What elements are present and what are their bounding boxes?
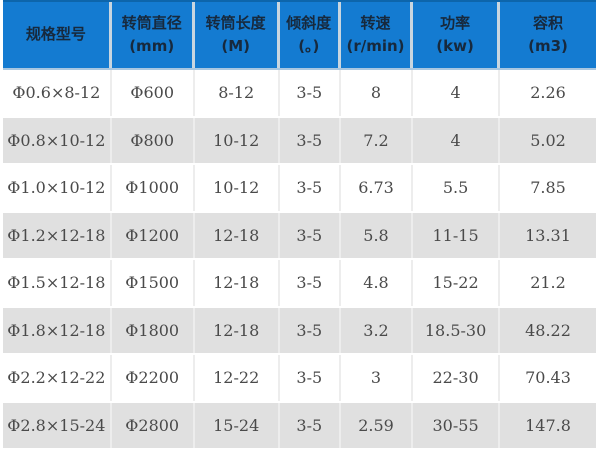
column-header-label: 倾斜度: [286, 13, 332, 32]
table-cell: 7.2: [340, 117, 414, 163]
column-header-label: 功率: [440, 13, 471, 32]
table-cell: 18.5-30: [413, 307, 501, 353]
column-header: 容积 (m3): [500, 2, 596, 68]
table-cell: 5.02: [500, 117, 596, 163]
column-header-unit: (kw): [436, 37, 474, 55]
table-cell: 147.8: [500, 402, 596, 448]
table-cell: Φ0.8×10-12: [3, 117, 112, 163]
table-cell: 30-55: [413, 402, 501, 448]
table-cell: 13.31: [500, 212, 596, 258]
table-cell: 22-30: [413, 355, 501, 401]
table-cell: Φ800: [111, 117, 195, 163]
table-cell: 5.5: [413, 165, 501, 211]
column-header-unit: (M): [221, 37, 250, 55]
table-cell: 3-5: [279, 212, 341, 258]
table-cell: Φ1800: [111, 307, 195, 353]
table-cell: 15-22: [413, 260, 501, 306]
column-header-unit: (m3): [528, 37, 568, 55]
table-row: Φ1.0×10-12 Φ1000 10-12 3-5 6.73 5.5 7.85: [3, 165, 596, 213]
table-cell: 5.8: [340, 212, 414, 258]
table-row: Φ2.2×12-22 Φ2200 12-22 3-5 3 22-30 70.43: [3, 355, 596, 403]
table-cell: Φ600: [111, 70, 195, 116]
table-cell: 12-22: [194, 355, 280, 401]
column-header: 转速 (r/min): [340, 2, 414, 68]
table-cell: 3: [340, 355, 414, 401]
table-cell: 8-12: [194, 70, 280, 116]
column-header-unit: (mm): [129, 37, 175, 55]
table-cell: Φ1500: [111, 260, 195, 306]
table-row: Φ2.8×15-24 Φ2800 15-24 3-5 2.59 30-55 147.8: [3, 402, 596, 450]
table-cell: 12-18: [194, 212, 280, 258]
table-row: Φ1.2×12-18 Φ1200 12-18 3-5 5.8 11-15 13.31: [3, 212, 596, 260]
column-header: 转筒直径 (mm): [111, 2, 195, 68]
table-cell: 3-5: [279, 70, 341, 116]
table-cell: 3.2: [340, 307, 414, 353]
table-cell: 2.26: [500, 70, 596, 116]
table-cell: 3-5: [279, 355, 341, 401]
table-cell: Φ1.2×12-18: [3, 212, 112, 258]
table-cell: 4: [413, 117, 501, 163]
table-header-row: 规格型号 转筒直径 (mm) 转筒长度 (M) 倾斜度 (。) 转速 (r/min) 功率 (kw)…: [3, 0, 596, 70]
column-header: 功率 (kw): [413, 2, 501, 68]
column-header-label: 规格型号: [25, 25, 86, 44]
table-cell: 10-12: [194, 117, 280, 163]
column-header: 规格型号: [3, 2, 112, 68]
table-cell: 7.85: [500, 165, 596, 211]
table-cell: 12-18: [194, 260, 280, 306]
column-header-label: 转筒长度: [205, 13, 266, 32]
table-cell: Φ1.0×10-12: [3, 165, 112, 211]
table-cell: 12-18: [194, 307, 280, 353]
table-cell: Φ1.5×12-18: [3, 260, 112, 306]
table-cell: Φ1200: [111, 212, 195, 258]
table-cell: 48.22: [500, 307, 596, 353]
table-body: Φ0.6×8-12 Φ600 8-12 3-5 8 4 2.26 Φ0.8×10-12 Φ800…: [3, 70, 596, 450]
column-header-unit: (r/min): [346, 37, 405, 55]
table-cell: 3-5: [279, 307, 341, 353]
column-header: 转筒长度 (M): [194, 2, 280, 68]
table-cell: 70.43: [500, 355, 596, 401]
table-cell: 2.59: [340, 402, 414, 448]
table-cell: 21.2: [500, 260, 596, 306]
column-header-label: 转筒直径: [121, 13, 182, 32]
table-row: Φ0.6×8-12 Φ600 8-12 3-5 8 4 2.26: [3, 70, 596, 118]
table-cell: 4.8: [340, 260, 414, 306]
table-cell: 6.73: [340, 165, 414, 211]
table-row: Φ1.5×12-18 Φ1500 12-18 3-5 4.8 15-22 21.2: [3, 260, 596, 308]
table-cell: 3-5: [279, 165, 341, 211]
table-cell: 15-24: [194, 402, 280, 448]
table-cell: 3-5: [279, 402, 341, 448]
table-cell: 3-5: [279, 117, 341, 163]
table-cell: Φ2200: [111, 355, 195, 401]
table-cell: Φ2.2×12-22: [3, 355, 112, 401]
column-header-label: 容积: [532, 13, 563, 32]
table-cell: Φ1000: [111, 165, 195, 211]
table-cell: 11-15: [413, 212, 501, 258]
table-row: Φ0.8×10-12 Φ800 10-12 3-5 7.2 4 5.02: [3, 117, 596, 165]
table-cell: Φ0.6×8-12: [3, 70, 112, 116]
table-cell: 8: [340, 70, 414, 116]
table-cell: Φ1.8×12-18: [3, 307, 112, 353]
table-cell: 10-12: [194, 165, 280, 211]
table-row: Φ1.8×12-18 Φ1800 12-18 3-5 3.2 18.5-30 48.22: [3, 307, 596, 355]
table-cell: 3-5: [279, 260, 341, 306]
column-header: 倾斜度 (。): [279, 2, 341, 68]
column-header-label: 转速: [360, 13, 391, 32]
table-cell: Φ2.8×15-24: [3, 402, 112, 448]
column-header-unit: (。): [298, 37, 320, 55]
table-cell: 4: [413, 70, 501, 116]
table-cell: Φ2800: [111, 402, 195, 448]
